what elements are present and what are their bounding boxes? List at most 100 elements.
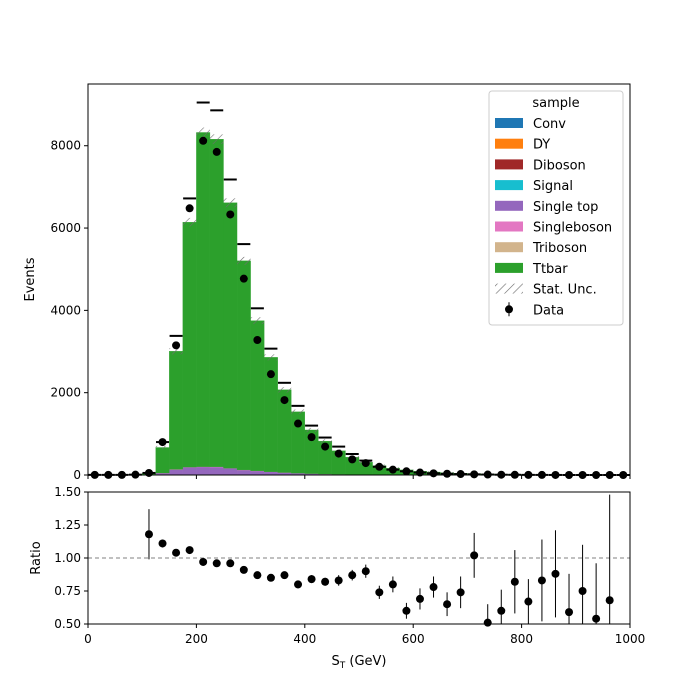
bar-ttbar-5 bbox=[155, 447, 170, 474]
ratio-y-tick-label-0.50: 0.50 bbox=[54, 617, 81, 631]
stat-unc-band-11 bbox=[237, 256, 251, 265]
ratio-x-tick-label-1000: 1000 bbox=[615, 632, 646, 646]
ratio-point-24 bbox=[470, 551, 479, 560]
legend-swatch-single-top bbox=[495, 200, 523, 211]
data-point-20 bbox=[361, 459, 370, 468]
ratio-point-34 bbox=[605, 596, 614, 605]
ratio-point-21 bbox=[429, 583, 438, 592]
ratio-y-tick-label-1.00: 1.00 bbox=[54, 551, 81, 565]
ratio-point-10 bbox=[280, 571, 289, 580]
bar-ttbar-10 bbox=[223, 202, 238, 469]
main-y-tick-label-2000: 2000 bbox=[50, 386, 81, 400]
legend-swatch-diboson bbox=[495, 159, 523, 170]
bar-ttbar-9 bbox=[209, 139, 224, 467]
bar-ttbar-6 bbox=[169, 351, 184, 470]
ratio-x-tick-label-200: 200 bbox=[185, 632, 208, 646]
ratio-point-28 bbox=[524, 597, 533, 606]
legend: sample Conv DY Diboson Signal Single top Sing… bbox=[488, 90, 624, 326]
stat-unc-band-5 bbox=[155, 445, 170, 450]
ratio-x-tick-label-0: 0 bbox=[84, 632, 92, 646]
main-plot-panel: 0 2000 4000 6000 8000 Events sample Conv DY Di… bbox=[23, 83, 631, 482]
bar-ttbar-11 bbox=[236, 260, 251, 471]
ratio-point-8 bbox=[253, 571, 262, 580]
stat-unc-band-14 bbox=[277, 387, 292, 393]
ratio-point-15 bbox=[348, 571, 357, 580]
ratio-point-2 bbox=[172, 548, 181, 557]
ratio-point-16 bbox=[361, 567, 370, 576]
bar-single-top-6 bbox=[169, 469, 184, 475]
data-point-11 bbox=[239, 274, 248, 283]
ratio-point-1 bbox=[158, 539, 167, 548]
legend-swatch-triboson bbox=[495, 242, 523, 253]
data-point-16 bbox=[307, 433, 316, 442]
data-point-14 bbox=[280, 396, 289, 405]
ratio-x-ticks: 0 200 400 600 800 1000 bbox=[84, 624, 645, 646]
stat-unc-band-7 bbox=[182, 217, 197, 227]
ratio-y-tick-label-1.50: 1.50 bbox=[54, 485, 81, 499]
ratio-point-20 bbox=[415, 594, 424, 603]
x-axis-label-sub: T bbox=[339, 661, 346, 671]
ratio-x-tick-label-800: 800 bbox=[510, 632, 533, 646]
ratio-point-5 bbox=[212, 559, 221, 568]
x-axis-label-unit: (GeV) bbox=[345, 654, 386, 669]
legend-label-triboson: Triboson bbox=[532, 241, 587, 256]
x-axis-label-main: S bbox=[331, 654, 339, 669]
main-y-ticks: 0 2000 4000 6000 8000 bbox=[50, 139, 88, 482]
bar-single-top-8 bbox=[196, 466, 211, 475]
stat-unc-band-17 bbox=[318, 439, 332, 443]
ratio-point-9 bbox=[266, 573, 275, 582]
main-plot-frame bbox=[87, 83, 631, 476]
bar-single-top-9 bbox=[209, 466, 224, 475]
stat-unc-band-8 bbox=[196, 127, 210, 138]
bar-single-top-7 bbox=[182, 467, 197, 475]
legend-label-conv: Conv bbox=[533, 117, 566, 132]
bar-single-top-12 bbox=[250, 470, 265, 475]
ratio-points bbox=[144, 494, 614, 627]
ratio-point-18 bbox=[388, 580, 397, 589]
bar-ttbar-7 bbox=[182, 222, 197, 468]
main-y-tick-label-8000: 8000 bbox=[50, 139, 81, 153]
stat-unc-band-13 bbox=[264, 354, 278, 361]
data-point-13 bbox=[266, 370, 275, 379]
bar-single-top-13 bbox=[263, 471, 278, 475]
legend-label-single-top: Single top bbox=[533, 200, 598, 215]
data-point-8 bbox=[199, 136, 208, 145]
ratio-y-ticks: 0.50 0.75 1.00 1.25 1.50 bbox=[54, 485, 88, 631]
ratio-point-22 bbox=[443, 600, 452, 609]
legend-swatch-dy bbox=[495, 138, 523, 149]
data-point-17 bbox=[321, 442, 330, 451]
stat-unc-band-16 bbox=[304, 427, 319, 433]
ratio-point-32 bbox=[578, 587, 587, 595]
data-point-6 bbox=[172, 341, 181, 350]
main-y-tick-label-4000: 4000 bbox=[50, 303, 81, 317]
ratio-plot-frame bbox=[87, 491, 631, 625]
ratio-point-23 bbox=[456, 588, 465, 597]
legend-swatch-signal bbox=[495, 180, 523, 191]
data-point-15 bbox=[294, 419, 303, 428]
ratio-y-axis-label: Ratio bbox=[29, 541, 44, 574]
ratio-y-tick-label-1.25: 1.25 bbox=[54, 518, 81, 532]
ratio-point-4 bbox=[199, 557, 208, 566]
ratio-point-29 bbox=[537, 576, 546, 585]
data-point-18 bbox=[334, 449, 343, 458]
ratio-x-tick-label-400: 400 bbox=[293, 632, 316, 646]
legend-swatch-singleboson bbox=[495, 221, 523, 232]
ratio-point-12 bbox=[307, 575, 316, 584]
ratio-point-3 bbox=[185, 546, 194, 555]
ratio-point-14 bbox=[334, 576, 343, 585]
ratio-point-17 bbox=[375, 588, 384, 597]
y-axis-label: Events bbox=[23, 257, 38, 301]
data-point-10 bbox=[226, 210, 235, 219]
legend-swatch-conv bbox=[495, 118, 523, 128]
legend-label-data: Data bbox=[533, 303, 564, 318]
step-markers bbox=[169, 101, 373, 462]
ratio-point-25 bbox=[483, 618, 492, 627]
stat-unc-band-15 bbox=[291, 409, 305, 415]
legend-label-diboson: Diboson bbox=[533, 158, 586, 173]
x-axis-label: ST (GeV) bbox=[331, 654, 386, 671]
ratio-point-19 bbox=[402, 606, 411, 615]
bar-ttbar-8 bbox=[196, 132, 211, 467]
bar-single-top-11 bbox=[236, 469, 251, 475]
ratio-point-0 bbox=[144, 530, 153, 539]
